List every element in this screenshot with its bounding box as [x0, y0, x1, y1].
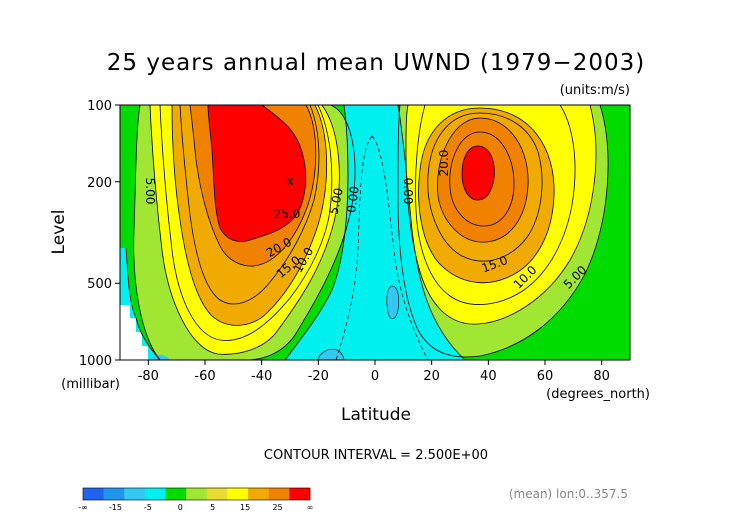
- x-tick-label: 0: [371, 369, 379, 384]
- colorbar-swatch: [268, 488, 290, 500]
- colorbar-frame: [82, 487, 311, 501]
- contour-line: [125, 247, 161, 360]
- negative-contours: [335, 135, 429, 360]
- colorbar-swatch: [227, 488, 249, 500]
- chart-title: 25 years annual mean UWND (1979−2003): [107, 50, 645, 76]
- contour-fill-neg3: [150, 354, 170, 360]
- contour-fill-neg1: [386, 285, 400, 319]
- contour-fill-0: [285, 105, 465, 360]
- y-tick-label: 500: [87, 277, 112, 292]
- x-axis-title: Latitude: [341, 405, 411, 425]
- footer-note: (mean) lon:0..357.5: [509, 487, 628, 501]
- contour-label: 0.00: [344, 185, 362, 213]
- y-tick-label: 100: [87, 99, 112, 114]
- undefined-terrain: [120, 305, 148, 360]
- contour-line: [449, 131, 515, 227]
- contour-line: [461, 145, 495, 201]
- y-axis: 100 200 500 1000: [79, 99, 120, 369]
- colorbar-tick-label: -5: [144, 503, 152, 512]
- colorbar-tick-label: -∞: [78, 503, 88, 512]
- contour-line: [149, 105, 340, 355]
- contour-line: [397, 105, 466, 360]
- y-tick-label: 1000: [79, 354, 112, 369]
- contour-interval-text: CONTOUR INTERVAL = 2.500E+00: [264, 448, 488, 463]
- contour-line: [133, 105, 161, 360]
- x-tick-label: 40: [480, 369, 497, 384]
- plot-area: 5.00 25.0 20.0 15.0 10.0 5.00 0.00 0.00 …: [120, 105, 630, 360]
- colorbar-ticks: -∞ -15 -5 0 5 15 25 ∞: [78, 503, 313, 512]
- contour-line: [418, 107, 555, 284]
- x-tick-label: 80: [593, 369, 610, 384]
- y-unit-label: (millibar): [61, 377, 120, 392]
- colorbar-tick-label: ∞: [307, 503, 314, 512]
- colorbar-swatch: [124, 488, 146, 500]
- x-unit-label: (degrees_north): [546, 387, 650, 402]
- contour-line: [415, 105, 576, 305]
- colorbar-tick-label: 0: [178, 503, 183, 512]
- colorbar-tick-label: 25: [272, 503, 282, 512]
- x-tick-label: -60: [194, 369, 215, 384]
- contour-fill-25: [208, 105, 306, 242]
- colorbar-tick-label: -15: [109, 503, 122, 512]
- contour-label: 20.0: [437, 150, 451, 177]
- x-tick-label: -20: [308, 369, 329, 384]
- contour-line: [437, 117, 529, 243]
- colorbar-tick-label: 5: [210, 503, 215, 512]
- contour-fill-n25: [462, 146, 495, 200]
- contour-line: [159, 105, 333, 341]
- contour-line: [284, 105, 349, 360]
- colorbar-swatch: [248, 488, 270, 500]
- x-tick-label: 20: [423, 369, 440, 384]
- contour-label: 25.0: [274, 207, 301, 221]
- contour-line: [207, 105, 307, 242]
- x-tick-label: -40: [251, 369, 272, 384]
- contour-label: 5.00: [143, 178, 157, 205]
- colorbar-tick-label: 15: [240, 503, 250, 512]
- colorbar-swatch: [144, 488, 166, 500]
- y-axis-title: Level: [49, 210, 69, 255]
- y-tick-label: 200: [87, 176, 112, 191]
- units-label: (units:m/s): [560, 83, 630, 98]
- x-tick-label: 60: [537, 369, 554, 384]
- contour-line-dashed: [335, 135, 373, 360]
- colorbar-swatch: [103, 488, 125, 500]
- jet-max-marker: x: [286, 174, 293, 188]
- contour-label: 5.00: [326, 187, 345, 216]
- colorbar-swatch: [206, 488, 228, 500]
- colorbar-swatch: [289, 488, 311, 500]
- contour-line-dashed: [371, 135, 429, 360]
- contour-line: [179, 105, 320, 305]
- colorbar-swatch: [165, 488, 187, 500]
- colorbar-swatch: [83, 488, 104, 500]
- colorbar: [82, 487, 311, 501]
- contour-label: 0.00: [401, 178, 415, 205]
- contour-line: [245, 105, 356, 360]
- colorbar-swatch: [186, 488, 208, 500]
- contour-line: [171, 105, 328, 326]
- x-axis: -80 -60 -40 -20 0 20 40 60 80: [138, 360, 610, 384]
- x-tick-label: -80: [138, 369, 159, 384]
- contour-line: [427, 112, 543, 262]
- contour-line: [189, 105, 317, 267]
- contour-lines: [125, 105, 609, 360]
- contour-line: [405, 105, 597, 325]
